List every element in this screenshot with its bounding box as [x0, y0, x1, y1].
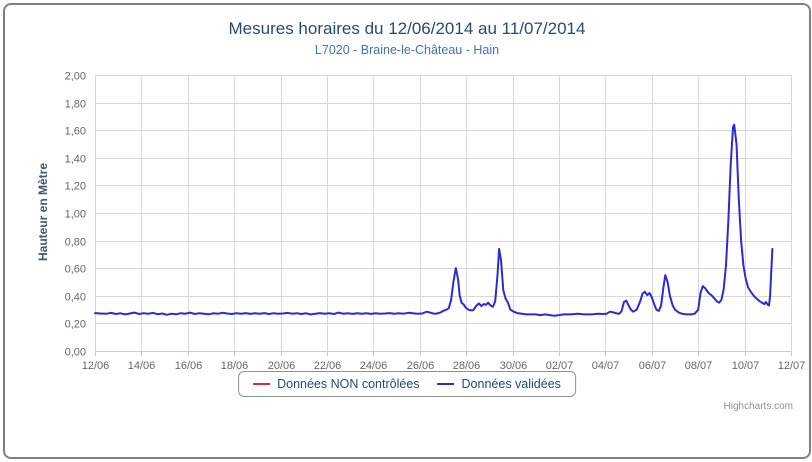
x-tick-label: 02/07	[546, 360, 574, 372]
legend-item-donnees-validees[interactable]: Données validées	[437, 377, 561, 391]
chart-title: Mesures horaires du 12/06/2014 au 11/07/…	[228, 19, 586, 38]
highcharts-credits-link[interactable]: Highcharts.com	[723, 401, 793, 412]
legend-label-validees: Données validées	[461, 377, 561, 391]
y-tick-label: 0,00	[65, 347, 86, 359]
x-tick-label: 20/06	[268, 360, 296, 372]
x-tick-label: 24/06	[360, 360, 388, 372]
y-tick-label: 0,20	[65, 319, 86, 331]
legend-item-donnees-non-controlees[interactable]: Données NON contrôlées	[253, 377, 420, 391]
x-tick-label: 28/06	[453, 360, 481, 372]
x-tick-label: 14/06	[128, 360, 156, 372]
y-tick-label: 1,20	[65, 181, 86, 193]
chart-subtitle: L7020 - Braine-le-Château - Hain	[314, 43, 500, 57]
x-tick-label: 26/06	[407, 360, 435, 372]
y-tick-label: 0,40	[65, 292, 86, 304]
y-tick-label: 1,40	[65, 154, 86, 166]
x-tick-label: 12/06	[82, 360, 110, 372]
x-tick-label: 04/07	[592, 360, 620, 372]
x-tick-label: 06/07	[639, 360, 667, 372]
x-tick-label: 08/07	[685, 360, 713, 372]
y-tick-label: 1,80	[65, 99, 86, 111]
chart-container: Mesures horaires du 12/06/2014 au 11/07/…	[3, 3, 811, 459]
red-line-sample-icon	[253, 383, 271, 385]
y-tick-label: 1,60	[65, 126, 86, 138]
y-tick-label: 0,80	[65, 237, 86, 249]
x-tick-label: 12/07	[778, 360, 806, 372]
series-line-validees[interactable]	[94, 123, 774, 317]
x-tick-label: 10/07	[732, 360, 760, 372]
legend: Données NON contrôlées Données validées	[238, 371, 576, 397]
plot-area: 0,00 0,20 0,40 0,60 0,80 1,00 1,20 1,40 1,60 1,80…	[65, 71, 806, 373]
x-tick-label: 30/06	[500, 360, 528, 372]
y-tick-label: 1,00	[65, 209, 86, 221]
x-tick-label: 22/06	[314, 360, 342, 372]
legend-label-non-controlees: Données NON contrôlées	[277, 377, 420, 391]
x-tick-label: 16/06	[175, 360, 203, 372]
x-tick-label: 18/06	[221, 360, 249, 372]
blue-line-sample-icon	[437, 383, 455, 385]
y-tick-label: 0,60	[65, 264, 86, 276]
y-tick-label: 2,00	[65, 71, 86, 83]
